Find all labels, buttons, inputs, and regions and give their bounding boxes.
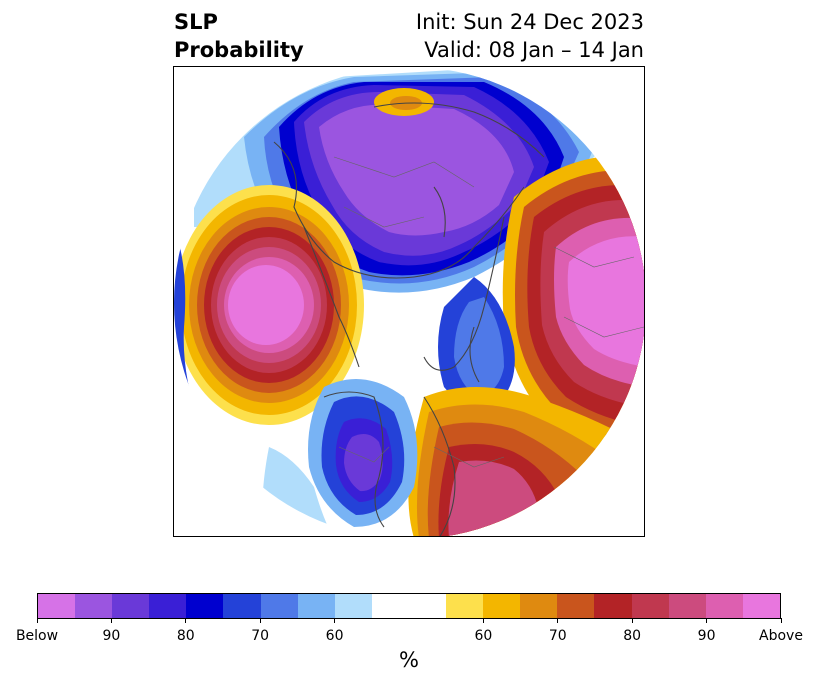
map-svg bbox=[174, 67, 644, 536]
colorbar-tick-mark bbox=[780, 618, 782, 623]
colorbar-tick-mark bbox=[259, 618, 261, 623]
colorbar-tick-label: 60 bbox=[325, 628, 344, 644]
chart-title: SLP Probability bbox=[174, 8, 304, 64]
colorbar bbox=[37, 593, 781, 619]
colorbar-segment bbox=[557, 594, 595, 618]
colorbar-segment bbox=[446, 594, 484, 618]
colorbar-segment bbox=[520, 594, 558, 618]
colorbar-segment bbox=[371, 594, 409, 618]
colorbar-tick-mark bbox=[631, 618, 633, 623]
colorbar-tick-mark bbox=[482, 618, 484, 623]
colorbar-tick-label: 80 bbox=[176, 628, 195, 644]
coastlines bbox=[273, 102, 545, 536]
colorbar-segment bbox=[223, 594, 261, 618]
colorbar-segment bbox=[742, 594, 780, 618]
probability-field bbox=[174, 67, 644, 536]
colorbar-tick-mark bbox=[110, 618, 112, 623]
colorbar-tick-mark bbox=[185, 618, 187, 623]
colorbar-unit-label: % bbox=[399, 648, 419, 672]
colorbar-segment bbox=[260, 594, 298, 618]
colorbar-tick-label: 80 bbox=[623, 628, 642, 644]
colorbar-segment bbox=[75, 594, 113, 618]
borders bbox=[333, 156, 644, 468]
colorbar-segment bbox=[594, 594, 632, 618]
colorbar-segment bbox=[705, 594, 743, 618]
colorbar-segment bbox=[297, 594, 335, 618]
colorbar-tick-label: 90 bbox=[697, 628, 716, 644]
title-line-2: Probability bbox=[174, 38, 304, 62]
colorbar-tick-mark bbox=[557, 618, 559, 623]
colorbar-tick-label: 60 bbox=[474, 628, 493, 644]
colorbar-segment bbox=[483, 594, 521, 618]
colorbar-tick-label: 70 bbox=[251, 628, 270, 644]
colorbar-segment bbox=[408, 594, 447, 618]
colorbar-tick-mark bbox=[706, 618, 708, 623]
colorbar-segment bbox=[631, 594, 669, 618]
init-date: Init: Sun 24 Dec 2023 bbox=[415, 10, 644, 34]
colorbar-segment bbox=[334, 594, 372, 618]
colorbar-segment bbox=[668, 594, 706, 618]
title-line-1: SLP bbox=[174, 10, 218, 34]
probability-map bbox=[173, 66, 645, 537]
date-info: Init: Sun 24 Dec 2023 Valid: 08 Jan – 14… bbox=[416, 8, 644, 64]
colorbar-tick-label: 70 bbox=[548, 628, 567, 644]
valid-range: Valid: 08 Jan – 14 Jan bbox=[424, 38, 644, 62]
colorbar-tick-mark bbox=[334, 618, 336, 623]
colorbar-segment bbox=[112, 594, 150, 618]
colorbar-segment bbox=[38, 594, 76, 618]
colorbar-tick-mark bbox=[36, 618, 38, 623]
colorbar-segment bbox=[186, 594, 224, 618]
colorbar-tick-label: Below bbox=[15, 628, 59, 644]
colorbar-segment bbox=[149, 594, 187, 618]
colorbar-tick-label: Above bbox=[759, 628, 803, 644]
colorbar-tick-label: 90 bbox=[102, 628, 121, 644]
